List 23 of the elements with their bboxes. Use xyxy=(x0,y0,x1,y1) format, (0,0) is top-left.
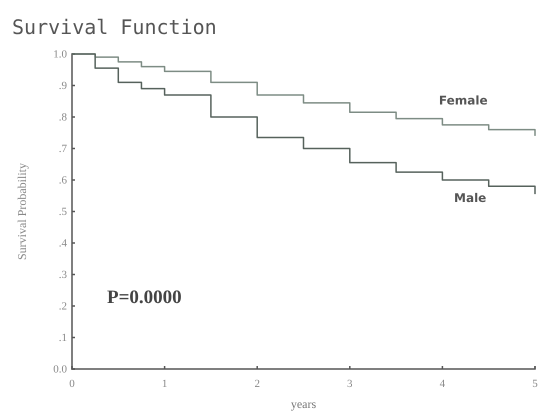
y-tick-label: 0.0 xyxy=(53,364,68,376)
x-tick-label: 5 xyxy=(532,378,538,390)
x-tick-label: 1 xyxy=(162,378,168,390)
x-axis-title: years xyxy=(290,397,316,411)
y-tick-label: .7 xyxy=(58,143,68,156)
series-label: Male xyxy=(454,191,486,206)
y-tick-label: .9 xyxy=(58,80,68,92)
y-tick-label: .6 xyxy=(58,174,68,187)
y-axis-title: Survival Probability xyxy=(15,163,29,260)
x-tick-label: 2 xyxy=(254,378,260,390)
x-tick-label: 3 xyxy=(347,378,354,390)
y-tick-label: 1.0 xyxy=(53,48,68,61)
y-tick-label: .1 xyxy=(58,332,67,344)
x-tick-label: 0 xyxy=(69,378,76,390)
annotation: P=0.0000 xyxy=(107,287,182,308)
series-label: Female xyxy=(438,93,488,108)
y-tick-label: .3 xyxy=(58,269,68,282)
y-tick-label: .8 xyxy=(58,112,68,124)
chart-title: Survival Function xyxy=(12,15,217,39)
y-tick-label: .2 xyxy=(58,300,67,313)
x-tick-label: 4 xyxy=(440,378,446,390)
y-tick-label: .5 xyxy=(58,206,68,218)
y-tick-label: .4 xyxy=(58,238,68,250)
